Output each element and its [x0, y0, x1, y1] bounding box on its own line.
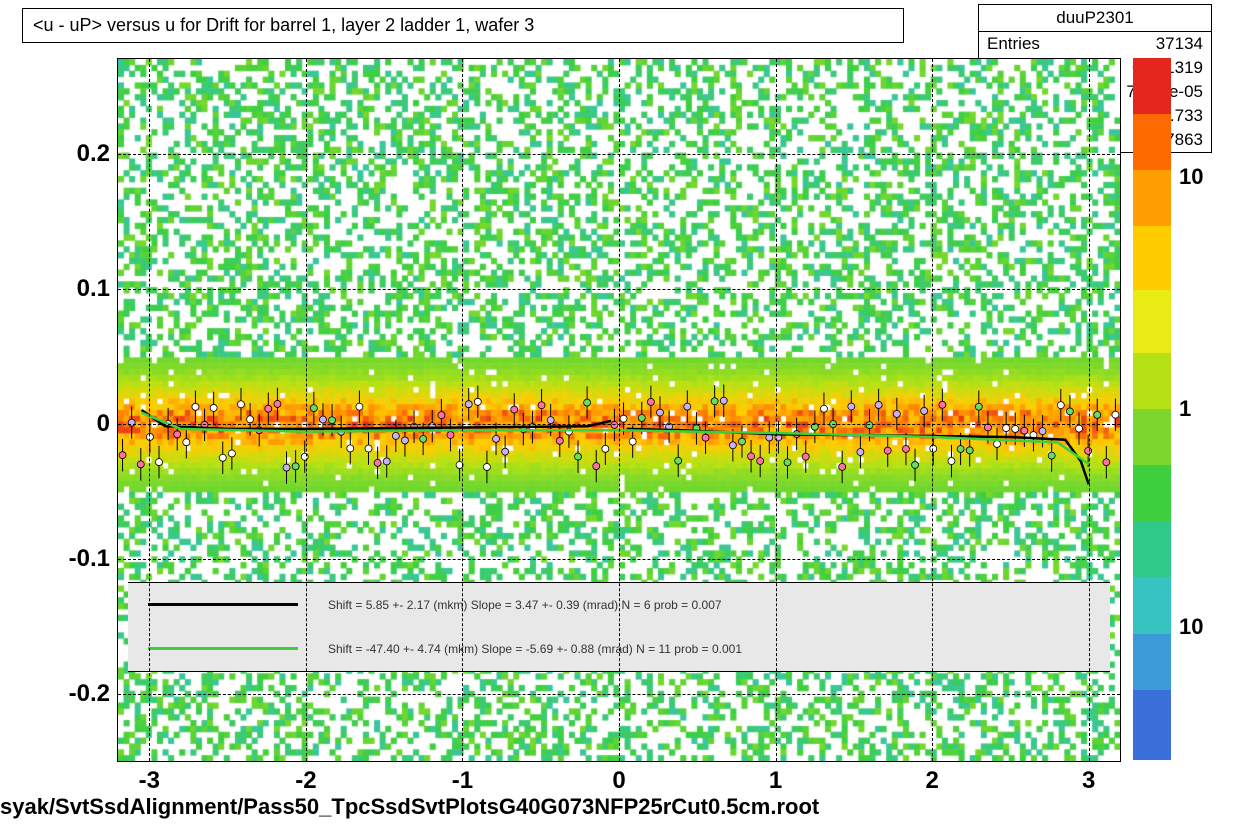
grid-line — [776, 59, 777, 761]
plot-title: <u - uP> versus u for Drift for barrel 1… — [22, 8, 904, 43]
fit-text: Shift = -47.40 +- 4.74 (mkm) Slope = -5.… — [328, 642, 742, 656]
xtick-label: 3 — [1082, 767, 1095, 795]
stats-row: Entries 37134 — [979, 32, 1211, 56]
grid-line — [149, 59, 150, 761]
colorbar-segment — [1133, 226, 1171, 289]
colorbar-segment — [1133, 634, 1171, 690]
colorbar-segment — [1133, 690, 1171, 760]
stats-value: 37134 — [1156, 34, 1203, 54]
colorbar-label: 10 — [1179, 614, 1203, 640]
fit-line-sample — [148, 603, 298, 606]
colorbar-segment — [1133, 58, 1171, 114]
plot-area: Shift = 5.85 +- 2.17 (mkm) Slope = 3.47 … — [117, 58, 1121, 762]
colorbar-segment — [1133, 170, 1171, 226]
grid-line — [1089, 59, 1090, 761]
xtick-label: -1 — [452, 767, 473, 795]
file-path-label: syak/SvtSsdAlignment/Pass50_TpcSsdSvtPlo… — [0, 794, 819, 820]
ytick-label: -0.2 — [69, 680, 110, 708]
xtick-label: 1 — [769, 767, 782, 795]
xtick-label: -2 — [295, 767, 316, 795]
stats-name: duuP2301 — [979, 5, 1211, 32]
grid-line — [462, 59, 463, 761]
grid-line — [932, 59, 933, 761]
colorbar-segment — [1133, 465, 1171, 521]
colorbar-segment — [1133, 409, 1171, 465]
fit-line-sample — [148, 647, 298, 650]
grid-line — [619, 59, 620, 761]
colorbar-segment — [1133, 290, 1171, 353]
stats-label: Entries — [987, 34, 1040, 54]
xtick-label: 0 — [612, 767, 625, 795]
ytick-label: 0.2 — [77, 140, 110, 168]
colorbar: 10110 — [1133, 58, 1171, 760]
ytick-label: 0 — [97, 410, 110, 438]
ytick-label: -0.1 — [69, 545, 110, 573]
colorbar-label: 10 — [1179, 164, 1203, 190]
colorbar-segment — [1133, 353, 1171, 409]
ytick-label: 0.1 — [77, 275, 110, 303]
colorbar-segment — [1133, 114, 1171, 170]
colorbar-segment — [1133, 577, 1171, 633]
colorbar-segment — [1133, 521, 1171, 577]
xtick-label: 2 — [925, 767, 938, 795]
colorbar-label: 1 — [1179, 396, 1191, 422]
fit-text: Shift = 5.85 +- 2.17 (mkm) Slope = 3.47 … — [328, 598, 722, 612]
grid-line — [306, 59, 307, 761]
xtick-label: -3 — [139, 767, 160, 795]
